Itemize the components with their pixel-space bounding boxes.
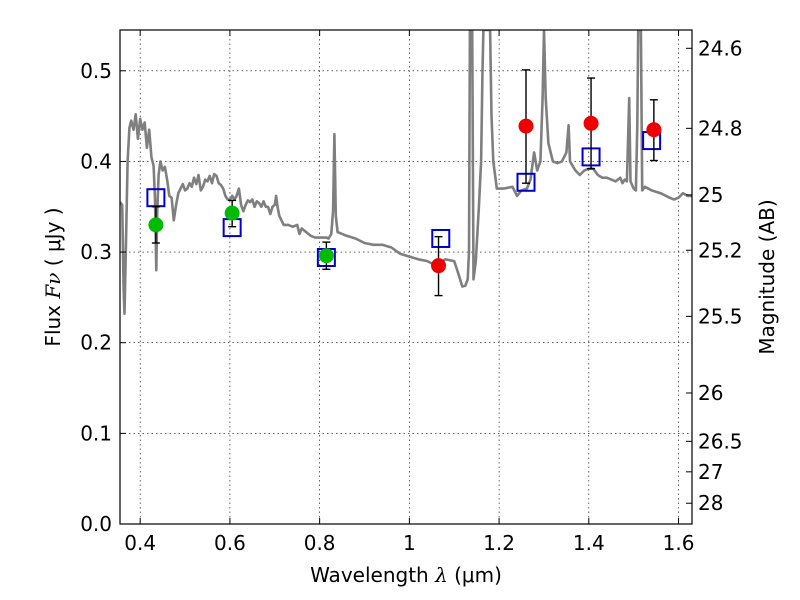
model-spectrum-line — [120, 30, 692, 315]
y2-tick-label: 24.8 — [698, 116, 743, 140]
y2-axis-label: Magnitude (AB) — [755, 199, 779, 354]
x-tick-label: 0.6 — [214, 531, 246, 555]
y2-tick-label: 24.6 — [698, 36, 743, 60]
y2-tick-label: 26.5 — [698, 429, 743, 453]
x-axis-label: Wavelength λ (μm) — [310, 563, 502, 587]
y-tick-label: 0.2 — [80, 331, 112, 355]
nir-point — [646, 122, 662, 138]
optical-point — [148, 217, 164, 233]
y-tick-label: 0.3 — [80, 240, 112, 264]
model-photometry-square — [431, 228, 451, 248]
nir-point — [518, 118, 534, 134]
x-tick-label: 0.4 — [124, 531, 156, 555]
optical-point — [318, 248, 334, 264]
x-tick-label: 1.2 — [483, 531, 515, 555]
y-tick-label: 0.1 — [80, 421, 112, 445]
x-tick-label: 1.4 — [573, 531, 605, 555]
y2-tick-label: 27 — [698, 460, 723, 484]
x-tick-label: 1.6 — [663, 531, 695, 555]
y2-tick-label: 25 — [698, 183, 723, 207]
y2-tick-label: 25.2 — [698, 238, 743, 262]
gridlines — [120, 30, 692, 525]
x-tick-label: 0.8 — [304, 531, 336, 555]
plot-area — [120, 30, 692, 315]
nir-point — [583, 115, 599, 131]
x-tick-label: 1 — [403, 531, 416, 555]
y2-tick-label: 28 — [698, 491, 723, 515]
y-tick-label: 0.4 — [80, 149, 112, 173]
y2-tick-label: 26 — [698, 381, 723, 405]
y2-tick-label: 25.5 — [698, 304, 743, 328]
plot-frame — [119, 29, 693, 525]
optical-point — [224, 205, 240, 221]
y-axis-label: Flux Fν ( μJy ) — [41, 207, 65, 346]
nir-point — [431, 258, 447, 274]
axis-ticks: 0.4 0.6 0.8 1 1.2 1.4 1.6 0.0 0.1 0.2 0.3 0.4 0.5 24.… — [80, 30, 743, 555]
y-tick-label: 0.5 — [80, 59, 112, 83]
y-tick-label: 0.0 — [80, 512, 112, 536]
